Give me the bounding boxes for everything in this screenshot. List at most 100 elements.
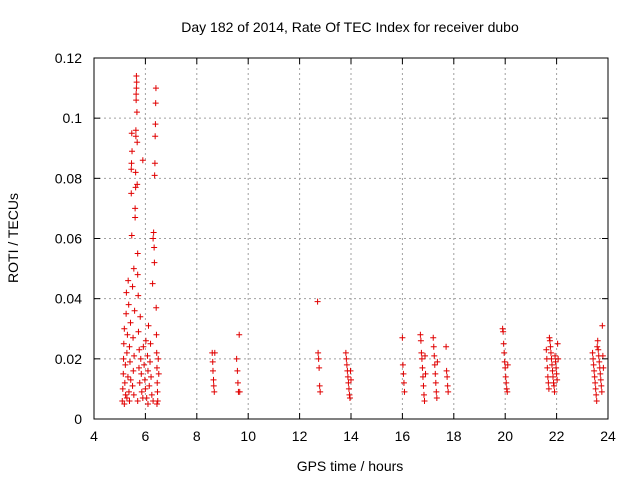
- y-tick-label: 0.06: [55, 231, 82, 247]
- data-point: [417, 331, 424, 338]
- data-point: [420, 391, 427, 398]
- data-point: [210, 376, 217, 383]
- data-point: [419, 364, 426, 371]
- data-point: [147, 340, 154, 347]
- data-point: [503, 385, 510, 392]
- data-point: [129, 382, 136, 389]
- data-point: [594, 337, 601, 344]
- data-point: [153, 400, 160, 407]
- y-axis-label: ROTI / TECUs: [5, 193, 21, 283]
- x-tick-label: 14: [343, 428, 359, 444]
- data-point: [234, 379, 241, 386]
- data-point: [123, 394, 130, 401]
- data-point: [545, 385, 552, 392]
- data-point: [123, 289, 130, 296]
- data-point: [343, 361, 350, 368]
- data-point: [136, 346, 143, 353]
- data-point: [142, 385, 149, 392]
- data-point: [434, 358, 441, 365]
- data-point: [128, 160, 135, 167]
- data-point: [152, 121, 159, 128]
- data-point: [502, 373, 509, 380]
- data-point: [119, 397, 126, 404]
- data-point: [430, 343, 437, 350]
- x-tick-label: 24: [600, 428, 616, 444]
- data-point: [126, 343, 133, 350]
- data-point: [590, 355, 597, 362]
- data-point: [126, 397, 133, 404]
- data-point: [138, 388, 145, 395]
- data-point: [125, 301, 132, 308]
- data-point: [552, 358, 559, 365]
- y-tick-label: 0.08: [55, 170, 82, 186]
- data-point: [399, 334, 406, 341]
- data-point: [548, 355, 555, 362]
- data-point: [417, 337, 424, 344]
- data-point: [432, 370, 439, 377]
- data-point: [124, 331, 131, 338]
- data-point: [590, 361, 597, 368]
- data-point: [554, 340, 561, 347]
- x-tick-label: 8: [193, 428, 201, 444]
- data-point: [597, 370, 604, 377]
- data-point: [151, 172, 158, 179]
- data-point: [419, 373, 426, 380]
- data-point: [553, 364, 560, 371]
- data-point: [151, 160, 158, 167]
- data-point: [154, 379, 161, 386]
- data-point: [132, 133, 139, 140]
- data-point: [120, 340, 127, 347]
- data-point: [550, 373, 557, 380]
- data-point: [499, 325, 506, 332]
- data-point: [315, 349, 322, 356]
- data-point: [431, 361, 438, 368]
- data-point: [544, 364, 551, 371]
- data-point: [132, 214, 139, 221]
- data-points: [119, 73, 607, 407]
- data-point: [150, 235, 157, 242]
- data-point: [420, 382, 427, 389]
- data-point: [422, 370, 429, 377]
- data-point: [153, 331, 160, 338]
- data-point: [147, 358, 154, 365]
- data-point: [502, 364, 509, 371]
- data-point: [134, 181, 141, 188]
- data-point: [132, 127, 139, 134]
- data-point: [599, 352, 606, 359]
- data-point: [135, 364, 142, 371]
- data-point: [133, 79, 140, 86]
- data-point: [345, 379, 352, 386]
- data-point: [144, 352, 151, 359]
- data-point: [134, 397, 141, 404]
- data-point: [418, 355, 425, 362]
- data-point: [126, 358, 133, 365]
- data-point: [236, 331, 243, 338]
- data-point: [433, 394, 440, 401]
- data-point: [598, 388, 605, 395]
- data-point: [211, 388, 218, 395]
- data-point: [445, 388, 452, 395]
- data-point: [154, 388, 161, 395]
- data-point: [433, 388, 440, 395]
- data-point: [141, 361, 148, 368]
- data-point: [549, 367, 556, 374]
- data-point: [137, 313, 144, 320]
- data-point: [141, 376, 148, 383]
- data-point: [128, 166, 135, 173]
- data-point: [130, 391, 137, 398]
- data-point: [122, 391, 129, 398]
- data-point: [153, 304, 160, 311]
- data-point: [148, 373, 155, 380]
- data-point: [599, 322, 606, 329]
- data-point: [344, 373, 351, 380]
- data-point: [127, 319, 134, 326]
- data-point: [443, 367, 450, 374]
- data-point: [596, 358, 603, 365]
- data-point: [504, 388, 511, 395]
- data-point: [131, 307, 138, 314]
- data-point: [347, 367, 354, 374]
- data-point: [137, 355, 144, 362]
- y-tick-label: 0.12: [55, 50, 82, 66]
- data-point: [314, 298, 321, 305]
